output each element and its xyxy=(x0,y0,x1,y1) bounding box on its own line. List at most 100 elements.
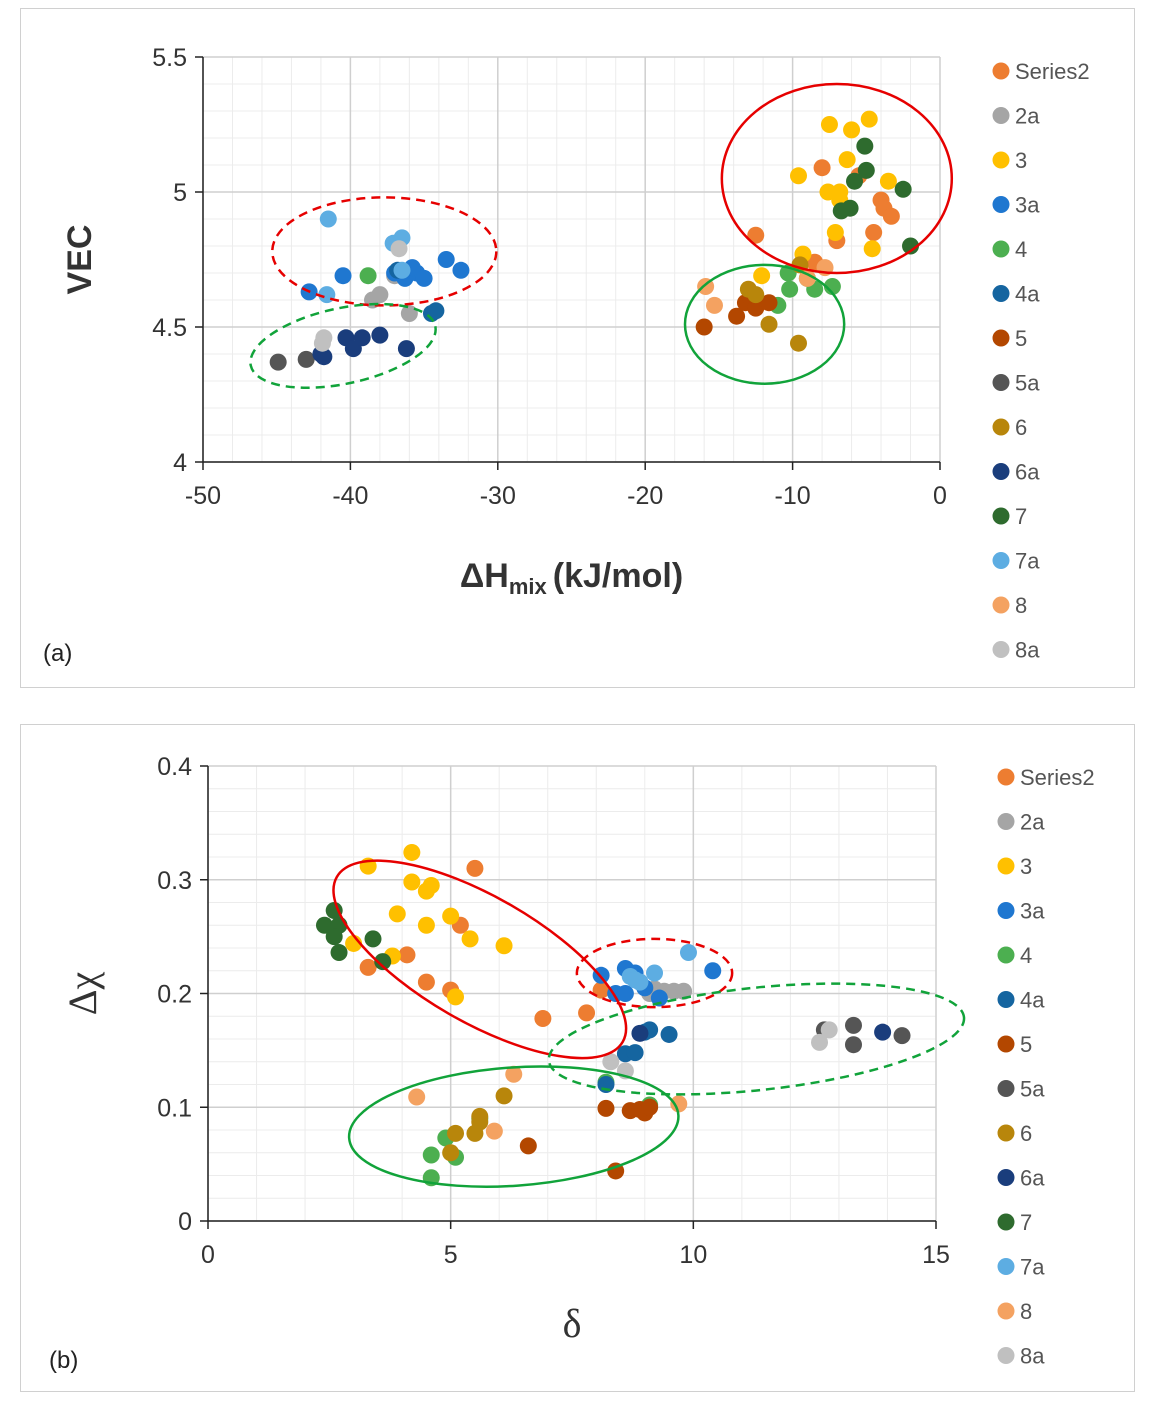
chart-a-legend-label: 4a xyxy=(1015,282,1040,307)
chart-b-point xyxy=(893,1027,911,1045)
chart-b-point xyxy=(650,989,668,1007)
chart-a-series-7 xyxy=(832,137,920,255)
chart-a-x-axis-label: ΔHmix (kJ/mol) xyxy=(460,557,683,599)
chart-b-legend-marker xyxy=(997,857,1015,875)
chart-b-series-3 xyxy=(345,843,513,1006)
chart-b-x-tick-label: 15 xyxy=(922,1241,950,1269)
chart-b-point xyxy=(461,930,479,948)
chart-a-point xyxy=(359,267,377,285)
chart-b-point xyxy=(626,1044,644,1062)
chart-b-point xyxy=(844,1016,862,1034)
chart-a-point xyxy=(760,315,778,333)
chart-b-point xyxy=(874,1023,892,1041)
chart-b-legend-marker xyxy=(997,1124,1015,1142)
chart-a-legend-marker xyxy=(992,62,1010,80)
chart-b-y-tick-label: 0.4 xyxy=(157,753,192,781)
chart-a-point xyxy=(860,110,878,128)
chart-a-y-tick-label: 4 xyxy=(173,449,187,477)
chart-a-legend-label: 3a xyxy=(1015,193,1040,218)
chart-a-point xyxy=(371,326,389,344)
chart-a-point xyxy=(390,240,408,258)
chart-a-x-tick-label: -50 xyxy=(185,482,221,510)
chart-b-x-tick-label: 10 xyxy=(679,1241,707,1269)
chart-b-point xyxy=(519,1137,537,1155)
chart-b-point xyxy=(578,1004,596,1022)
chart-a-legend-marker xyxy=(992,507,1010,525)
chart-b-point xyxy=(670,1095,688,1113)
chart-a-series-6 xyxy=(739,256,809,352)
chart-b-cluster-ellipse-dashed xyxy=(547,982,966,1096)
chart-a-legend-marker xyxy=(992,196,1010,213)
chart-a-legend-marker xyxy=(992,552,1010,569)
chart-a-y-axis-label: VEC xyxy=(61,225,99,295)
chart-b-panel-label: (b) xyxy=(49,1347,78,1374)
chart-a-point xyxy=(397,340,415,358)
chart-a-point xyxy=(843,121,861,139)
chart-b-point xyxy=(325,928,343,946)
chart-b-legend-label: Series2 xyxy=(1020,765,1095,790)
chart-b-point xyxy=(592,981,610,999)
chart-b-point xyxy=(442,907,460,925)
chart-b-series-6 xyxy=(442,1087,513,1162)
chart-b-legend-marker xyxy=(997,1213,1015,1231)
chart-b-point xyxy=(495,937,513,955)
chart-a-point xyxy=(400,305,418,322)
chart-b-legend-label: 7a xyxy=(1020,1255,1045,1280)
chart-a-legend-label: 2a xyxy=(1015,104,1040,129)
chart-b-point xyxy=(811,1033,829,1051)
chart-b-y-axis-label: Δχ xyxy=(60,972,105,1016)
chart-b-legend-marker xyxy=(997,1258,1015,1275)
chart-b-cluster-ellipse-solid xyxy=(332,859,628,1060)
chart-a-point xyxy=(393,261,411,279)
chart-b-legend-label: 3a xyxy=(1020,899,1045,924)
chart-a-point xyxy=(865,224,883,241)
chart-a-point xyxy=(879,172,897,190)
chart-b-series-8 xyxy=(408,1065,688,1140)
chart-a-point xyxy=(695,318,713,336)
chart-a-point xyxy=(760,294,778,312)
chart-a-series-5a xyxy=(269,350,315,371)
chart-b-point xyxy=(844,1036,862,1054)
chart-a-point xyxy=(820,116,838,133)
chart-a-legend-label: 8 xyxy=(1015,593,1027,618)
chart-a-legend-marker xyxy=(992,329,1010,347)
chart-b-legend-marker xyxy=(997,813,1015,830)
chart-a-point xyxy=(747,299,765,317)
chart-a-legend-label: 5 xyxy=(1015,326,1027,351)
chart-b-point xyxy=(675,982,693,1000)
chart-a-point xyxy=(826,224,844,241)
chart-b-point xyxy=(495,1087,513,1105)
chart-b-point xyxy=(315,916,333,934)
chart-a-legend-marker xyxy=(992,151,1010,169)
chart-a-panel-label: (a) xyxy=(43,640,72,667)
chart-b-point xyxy=(597,1099,615,1117)
chart-b-y-tick-label: 0.3 xyxy=(157,867,192,895)
chart-b-point xyxy=(660,1025,678,1043)
chart-b-cluster-ellipse-solid xyxy=(347,1065,680,1188)
chart-b-point xyxy=(447,1124,465,1142)
chart-b-point xyxy=(641,1098,659,1116)
chart-b-legend-label: 2a xyxy=(1020,810,1045,835)
chart-b-point xyxy=(403,873,421,891)
chart-a-point xyxy=(319,210,337,228)
chart-b-legend: Series2 2a 3 3a 4 4a 5 5a 6 6a 7 7a 8 8a xyxy=(997,765,1095,1369)
chart-b-point xyxy=(626,971,644,989)
chart-a-point xyxy=(863,240,881,258)
panel-b: 0 5 10 15 0 0.1 0.2 0.3 0.4 δ Δχ Series2 2a 3 3a 4 4a 5 5a… xyxy=(20,724,1135,1392)
chart-b-point xyxy=(602,1053,620,1071)
chart-a-legend-label: 8a xyxy=(1015,638,1040,663)
chart-b-legend-marker xyxy=(997,1302,1015,1320)
chart-b-legend-label: 8a xyxy=(1020,1344,1045,1369)
chart-b-y-tick-label: 0.2 xyxy=(157,981,192,1009)
chart-b-point xyxy=(364,930,382,948)
chart-a-legend-marker xyxy=(992,463,1010,480)
chart-a-legend-marker xyxy=(992,374,1010,391)
chart-b-point xyxy=(442,1144,460,1162)
chart-b-point xyxy=(631,1024,649,1042)
chart-b-legend-label: 6a xyxy=(1020,1166,1045,1191)
chart-b-legend-label: 7 xyxy=(1020,1210,1032,1235)
chart-b-x-axis-label: δ xyxy=(563,1301,582,1346)
chart-a-series-5 xyxy=(695,291,778,336)
chart-b-point xyxy=(466,1124,484,1142)
chart-a-legend-label: 6a xyxy=(1015,460,1040,485)
